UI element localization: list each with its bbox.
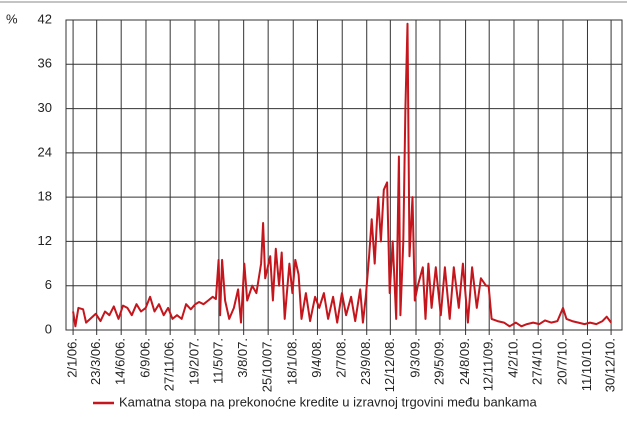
x-tick-label: 14/6/06.: [113, 338, 128, 385]
x-tick-label: 9/3/09.: [407, 338, 422, 378]
x-tick-label: 19/2/07.: [186, 338, 201, 385]
x-tick-label: 6/9/06.: [137, 338, 152, 378]
x-tick-label: 2/1/06.: [65, 338, 80, 378]
x-tick-label: 9/4/08.: [309, 338, 324, 378]
x-tick-label: 24/8/09.: [457, 338, 472, 385]
data-line: [72, 22, 612, 328]
y-tick-label: 12: [38, 233, 52, 248]
y-tick-label: 30: [38, 100, 52, 115]
x-tick-label: 29/5/09.: [431, 338, 446, 385]
y-tick-label: 24: [38, 144, 52, 159]
x-tick-label: 20/7/10.: [554, 338, 569, 385]
x-tick-label: 11/10/10.: [579, 338, 594, 391]
y-axis-label: %: [6, 11, 18, 26]
legend-label: Kamatna stopa na prekonoćne kredite u iz…: [119, 394, 537, 409]
x-tick-label: 11/5/07.: [210, 338, 225, 384]
x-tick-label: 3/8/07.: [235, 338, 250, 378]
y-tick-label: 6: [45, 277, 52, 292]
x-tick-label: 23/3/06.: [88, 338, 103, 385]
x-tick-label: 18/1/08.: [285, 338, 300, 385]
plot-frame: [65, 19, 623, 331]
x-tick-label: 25/10/07.: [260, 338, 275, 392]
x-tick-label: 2/7/08.: [334, 338, 349, 378]
x-tick-label: 30/12/10.: [603, 338, 618, 392]
y-tick-label: 42: [38, 11, 52, 26]
x-tick-label: 12/11/09.: [481, 338, 496, 391]
y-tick-label: 0: [45, 321, 52, 336]
y-tick-label: 36: [38, 56, 52, 71]
y-tick-label: 18: [38, 189, 52, 204]
x-tick-label: 27/4/10.: [530, 338, 545, 385]
x-tick-label: 23/9/08.: [358, 338, 373, 385]
x-tick-label: 12/12/08.: [382, 338, 397, 392]
x-tick-label: 4/2/10.: [505, 338, 520, 378]
x-tick-label: 27/11/06.: [162, 338, 177, 391]
